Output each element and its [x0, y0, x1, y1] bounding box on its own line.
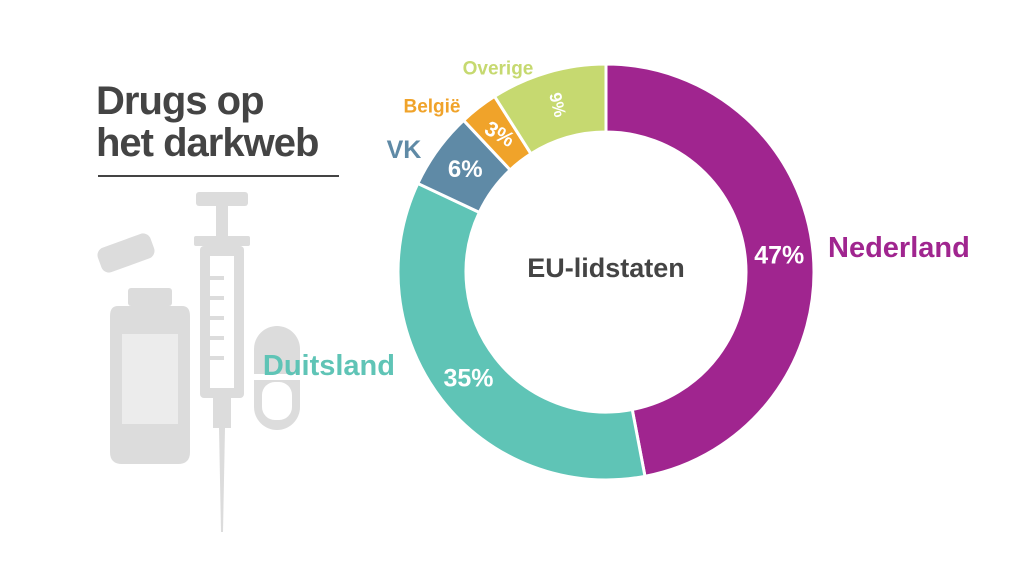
value-label-duitsland: 35%	[443, 365, 493, 393]
slice-nederland	[604, 62, 816, 479]
slice-overige	[492, 62, 608, 156]
category-label-nederland: Nederland	[828, 232, 970, 264]
vial-icon	[110, 288, 190, 464]
value-label-nederland: 47%	[754, 242, 804, 270]
title-line-2: het darkweb	[96, 121, 319, 165]
category-label-duitsland: Duitsland	[263, 350, 395, 382]
category-label-overige: Overige	[463, 59, 534, 80]
value-label-vk: 6%	[448, 156, 483, 183]
chart-title: Drugs op het darkweb	[96, 79, 319, 165]
slice-duitsland	[396, 181, 647, 482]
center-label: EU-lidstaten	[527, 253, 685, 283]
pill-icon	[97, 233, 155, 273]
capsule-icon	[254, 326, 300, 430]
syringe-icon	[194, 192, 250, 532]
title-divider	[98, 175, 339, 177]
category-label-belgië: België	[403, 97, 460, 118]
category-label-vk: VK	[387, 136, 422, 164]
title-line-1: Drugs op	[96, 79, 265, 123]
